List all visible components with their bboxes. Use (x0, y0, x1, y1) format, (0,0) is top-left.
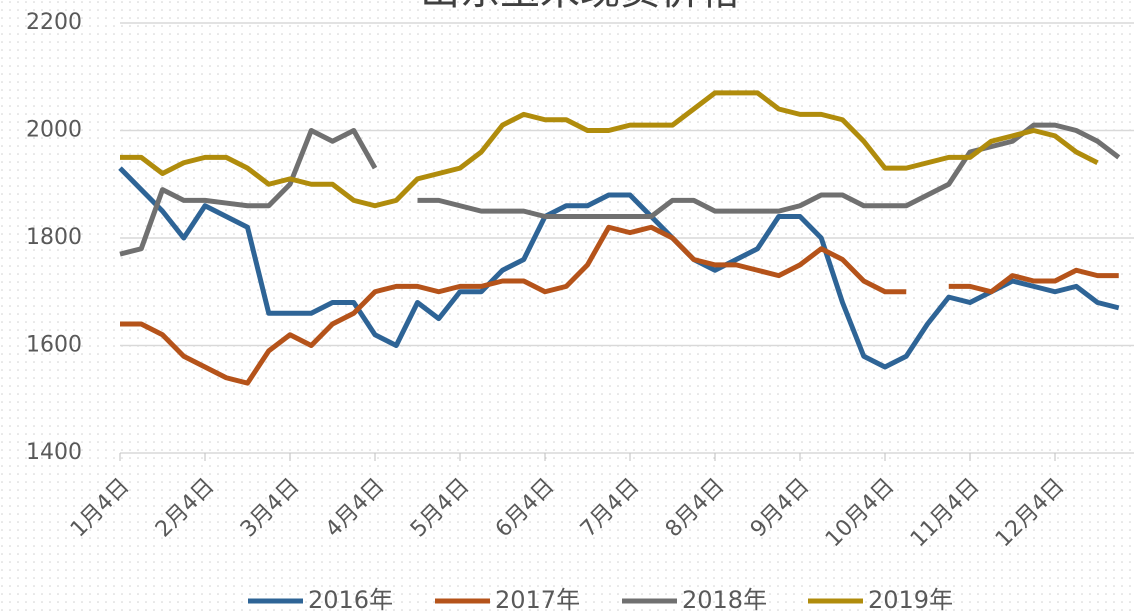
y-tick-label: 1800 (26, 225, 82, 250)
series-line (120, 90, 1099, 209)
legend-label: 2016年 (308, 586, 393, 614)
legend-label: 2019年 (868, 586, 953, 614)
y-tick-label: 2200 (26, 10, 82, 35)
legend-label: 2018年 (682, 586, 767, 614)
y-tick-label: 1400 (26, 440, 82, 465)
legend-label: 2017年 (495, 586, 580, 614)
y-tick-label: 2000 (26, 118, 82, 143)
series-line (119, 122, 1121, 257)
y-tick-label: 1600 (26, 333, 82, 358)
series-line (120, 224, 1119, 386)
chart-title: 山东玉米现货价格 (420, 0, 740, 14)
series-line (118, 166, 1120, 370)
